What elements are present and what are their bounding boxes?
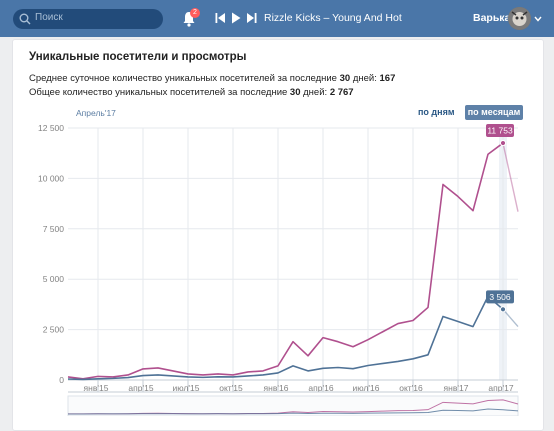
series-value-label: 3 506: [489, 292, 511, 302]
y-tick-label: 12 500: [38, 123, 64, 133]
tab-by-days[interactable]: по дням: [418, 107, 455, 117]
search-input[interactable]: Поиск: [13, 9, 163, 29]
x-tick-label: янв'16: [264, 383, 289, 393]
total-visitors-stat: Общее количество уникальных посетителей …: [29, 87, 354, 98]
series-value-tag: [486, 124, 514, 138]
daily-prefix: Среднее суточное количество уникальных п…: [29, 73, 340, 84]
daily-days: 30: [339, 73, 351, 84]
avatar-image-icon: [508, 7, 531, 30]
x-tick-label: янв'15: [84, 383, 109, 393]
x-tick-label: апр'15: [128, 383, 153, 393]
selected-period-label: Апрель'17: [76, 108, 116, 118]
tab-by-months[interactable]: по месяцам: [465, 105, 523, 120]
series-value-tag: [486, 290, 514, 304]
daily-value: 167: [379, 73, 396, 84]
overview-series-line-1: [67, 408, 519, 415]
now-playing-track[interactable]: Rizzle Kicks – Young And Hot: [264, 12, 402, 24]
next-track-icon[interactable]: [246, 12, 257, 24]
y-tick-label: 0: [59, 375, 64, 385]
x-tick-label: апр'16: [308, 383, 333, 393]
chevron-down-icon[interactable]: [534, 16, 542, 22]
y-tick-label: 10 000: [38, 173, 64, 183]
x-tick-label: окт'15: [219, 383, 243, 393]
user-name[interactable]: Варька: [473, 12, 511, 24]
search-icon: [19, 13, 31, 25]
series-line-0: [67, 142, 504, 380]
x-tick-label: июл'16: [353, 383, 380, 393]
previous-track-icon[interactable]: [215, 12, 226, 24]
visitors-views-chart[interactable]: 0 2 500 5 000 7 500 10 000 12 500 янв'15 апр'15…: [0, 0, 554, 416]
search-placeholder: Поиск: [35, 12, 63, 23]
total-value: 2 767: [329, 87, 354, 98]
notification-badge: 2: [190, 8, 200, 18]
daily-visitors-stat: Среднее суточное количество уникальных п…: [29, 73, 395, 84]
total-mid: дней:: [300, 87, 330, 98]
play-icon[interactable]: [231, 12, 241, 24]
series-value-label: 11 753: [487, 126, 513, 136]
series-line-1: [67, 295, 504, 381]
series-line-projection-0: [502, 142, 519, 212]
total-days: 30: [289, 87, 301, 98]
x-tick-label: июл'15: [173, 383, 200, 393]
x-tick-label: янв'17: [444, 383, 469, 393]
daily-mid: дней:: [350, 73, 380, 84]
avatar[interactable]: [508, 7, 531, 30]
series-line-projection-1: [502, 308, 519, 328]
x-tick-label: апр'17: [488, 383, 513, 393]
y-tick-label: 7 500: [43, 224, 65, 234]
x-tick-label: окт'16: [399, 383, 423, 393]
page-title: Уникальные посетители и просмотры: [29, 51, 247, 63]
y-tick-label: 5 000: [43, 274, 65, 284]
total-prefix: Общее количество уникальных посетителей …: [29, 87, 290, 98]
y-tick-label: 2 500: [43, 325, 65, 335]
series-highlight-point[interactable]: [499, 139, 507, 147]
series-highlight-point[interactable]: [499, 306, 507, 313]
